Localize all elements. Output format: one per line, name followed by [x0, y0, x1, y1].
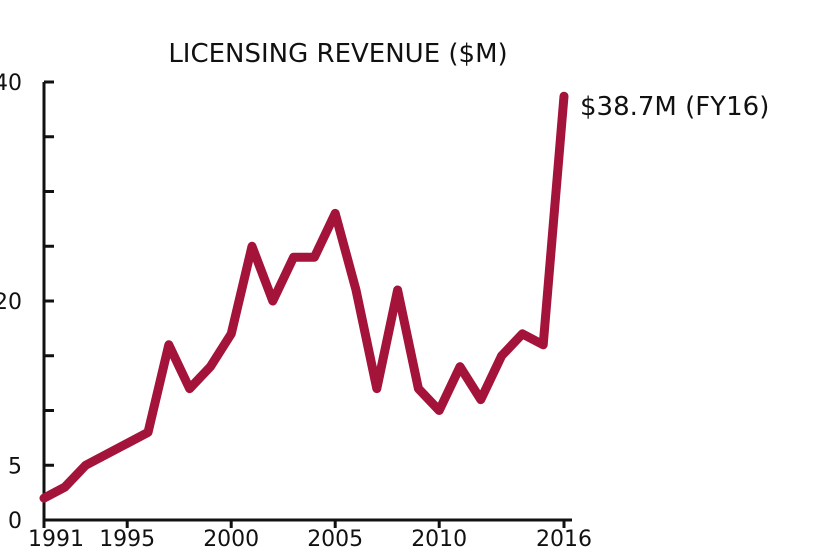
x-tick-label: 2005: [307, 527, 363, 547]
chart-title: LICENSING REVENUE ($M): [168, 39, 507, 69]
y-tick-label: 40: [0, 71, 22, 96]
x-tick-label: 2016: [536, 527, 592, 547]
x-tick-label: 1995: [99, 527, 155, 547]
y-tick-label: 5: [8, 454, 22, 479]
end-value-annotation: $38.7M (FY16): [580, 92, 769, 122]
axes: [42, 82, 572, 522]
y-tick-label: 20: [0, 290, 22, 315]
x-tick-label: 2010: [411, 527, 467, 547]
axis-ticks: [42, 80, 566, 528]
x-tick-label: 1991: [28, 527, 84, 547]
axis-tick-labels: 0 5 20 40 1991 1995 2000 2005 2010 2016: [0, 71, 592, 547]
series-line: [39, 91, 569, 503]
y-tick-label: 0: [8, 509, 22, 534]
x-tick-label: 2000: [203, 527, 259, 547]
